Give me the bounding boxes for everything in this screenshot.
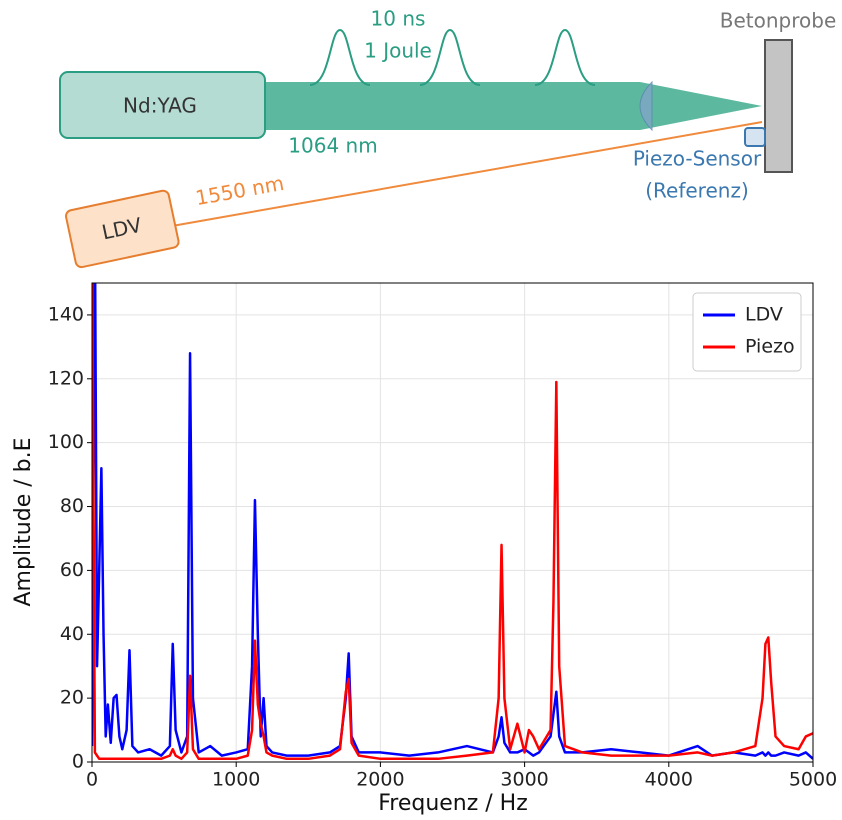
- chart: 0 20 40 60 80 100 120 140 0 1000 2000 3000 4000 5000 L…: [48, 282, 837, 791]
- lens: [639, 80, 653, 132]
- laser-box: [59, 71, 266, 139]
- x-tick-label: 4000: [645, 769, 693, 791]
- x-axis-label: Frequenz / Hz: [378, 791, 528, 816]
- legend-label: LDV: [745, 304, 783, 326]
- lines: [92, 283, 813, 761]
- pulse: [419, 28, 481, 86]
- ldv-box: [65, 189, 180, 269]
- y-tick-label: 80: [60, 495, 84, 517]
- laser-label: Nd:YAG: [123, 94, 197, 118]
- setup-diagram: LDV Nd:YAG 10 ns 1 Joule 1064 nm Betonpr…: [59, 7, 837, 269]
- sensor-note: (Referenz): [645, 179, 749, 203]
- legend-label: Piezo: [745, 336, 795, 358]
- y-tick-label: 0: [72, 751, 84, 773]
- laser-beam: [265, 82, 762, 130]
- y-tick-label: 40: [60, 623, 84, 645]
- wavelength: 1550 nm: [194, 171, 286, 210]
- y-tick-label: 120: [48, 367, 84, 389]
- data-line: [92, 283, 813, 761]
- y-tick-label: 20: [60, 687, 84, 709]
- sensor: [744, 127, 766, 147]
- y-axis-label: Amplitude / b.E: [11, 438, 36, 607]
- y-tick-label: 140: [48, 303, 84, 325]
- data-line: [92, 283, 813, 760]
- sample-label: Betonprobe: [720, 9, 837, 33]
- pulse: [534, 28, 596, 86]
- sensor-label: Piezo-Sensor: [633, 147, 762, 171]
- y-tick-label: 100: [48, 431, 84, 453]
- sample: [764, 39, 793, 173]
- x-tick-label: 3000: [500, 769, 548, 791]
- y-tick-label: 60: [60, 559, 84, 581]
- legend-box: [692, 292, 802, 372]
- axes-frame: [91, 282, 814, 763]
- x-tick-label: 0: [86, 769, 98, 791]
- x-tick-label: 5000: [789, 769, 837, 791]
- pulse: [309, 28, 371, 86]
- x-tick-label: 2000: [356, 769, 404, 791]
- pulse-energy: 1 Joule: [364, 39, 432, 63]
- ldv-group: LDV: [65, 189, 180, 269]
- pulse-duration: 10 ns: [371, 7, 426, 31]
- x-tick-label: 1000: [212, 769, 260, 791]
- ldv-beam: [171, 121, 763, 227]
- wavelength: 1064 nm: [288, 134, 377, 158]
